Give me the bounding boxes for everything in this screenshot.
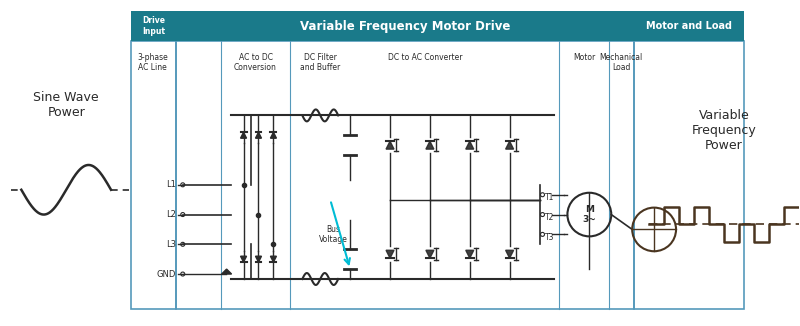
Bar (176, 11, 634, 41)
Text: Motor and Load: Motor and Load (646, 21, 732, 31)
Text: Drive
Input: Drive Input (142, 17, 165, 36)
Text: L2: L2 (166, 210, 176, 219)
Polygon shape (241, 132, 246, 138)
Bar (634, 41, 744, 309)
Text: AC to DC
Conversion: AC to DC Conversion (234, 53, 277, 72)
Polygon shape (270, 132, 277, 138)
Text: Variable Frequency Motor Drive: Variable Frequency Motor Drive (300, 20, 510, 33)
Polygon shape (255, 132, 262, 138)
Polygon shape (426, 141, 434, 149)
Polygon shape (241, 256, 246, 262)
Bar (176, 41, 634, 309)
Polygon shape (270, 256, 277, 262)
Text: DC Filter
and Buffer: DC Filter and Buffer (300, 53, 341, 72)
Text: DC to AC Converter: DC to AC Converter (388, 53, 462, 62)
Text: T3: T3 (545, 233, 554, 242)
Polygon shape (222, 269, 231, 274)
Bar (634, 11, 744, 41)
Text: Mechanical
Load: Mechanical Load (600, 53, 643, 72)
Text: Variable
Frequency
Power: Variable Frequency Power (691, 109, 756, 152)
Text: M
3~: M 3~ (582, 205, 596, 224)
Polygon shape (466, 250, 474, 258)
Polygon shape (255, 256, 262, 262)
Polygon shape (506, 141, 514, 149)
Text: L1: L1 (166, 180, 176, 189)
Text: Sine Wave
Power: Sine Wave Power (34, 92, 99, 120)
Text: 3-phase
AC Line: 3-phase AC Line (138, 53, 168, 72)
Polygon shape (426, 250, 434, 258)
Text: Motor: Motor (574, 53, 595, 62)
Text: L3: L3 (166, 240, 176, 249)
Bar (131, 41, 176, 309)
Text: T1: T1 (545, 193, 554, 202)
Polygon shape (386, 141, 394, 149)
Bar (131, 11, 176, 41)
Text: T2: T2 (545, 213, 554, 222)
Polygon shape (386, 250, 394, 258)
Polygon shape (506, 250, 514, 258)
Text: GND: GND (157, 270, 176, 278)
Polygon shape (466, 141, 474, 149)
Text: Bus
Voltage: Bus Voltage (318, 225, 348, 244)
